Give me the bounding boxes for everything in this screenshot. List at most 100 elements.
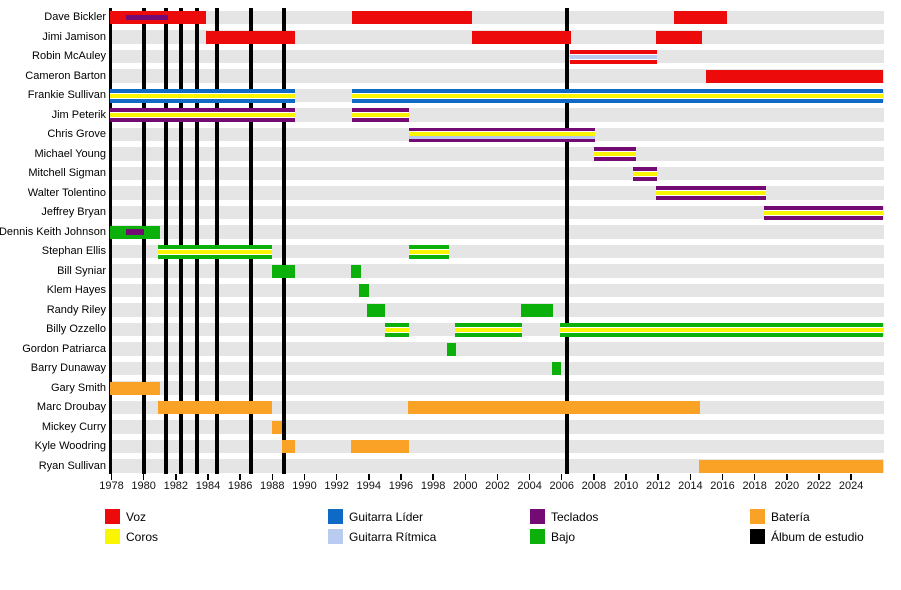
bar-stripe — [593, 152, 636, 156]
x-axis-tick — [175, 473, 177, 480]
legend-label: Bajo — [551, 530, 576, 544]
x-axis-tick — [560, 473, 563, 480]
row-band — [110, 342, 884, 356]
member-label: Jeffrey Bryan — [41, 206, 106, 218]
x-axis-tick — [818, 473, 820, 480]
bar-stripe — [158, 401, 273, 414]
bar-stripe — [158, 254, 273, 259]
legend-label: Guitarra Líder — [349, 510, 424, 524]
legend-swatch-bajo — [530, 529, 545, 544]
bar-stripe — [359, 284, 369, 297]
bar-stripe — [109, 97, 295, 99]
timeline-bar — [699, 459, 883, 473]
timeline-bar — [674, 11, 728, 24]
bar-stripe — [655, 186, 766, 190]
bar-stripe — [569, 53, 658, 55]
bar-stripe — [633, 170, 658, 172]
timeline-bar — [351, 88, 883, 103]
row-band — [110, 69, 884, 83]
x-axis-tick-label: 2010 — [613, 480, 639, 492]
member-label: Michael Young — [34, 147, 106, 160]
row-band — [110, 244, 884, 259]
member-label: Marc Droubay — [36, 401, 106, 413]
x-axis-tick — [464, 473, 466, 480]
bar-stripe — [552, 362, 561, 375]
timeline-bar — [281, 440, 295, 453]
bar-stripe — [569, 58, 658, 60]
x-axis-tick-label: 2024 — [838, 480, 864, 492]
legend-label: Batería — [771, 510, 810, 524]
x-axis-tick — [303, 473, 306, 480]
bar-stripe — [351, 93, 883, 98]
bar-stripe — [569, 49, 658, 54]
legend-swatch-voz — [105, 509, 120, 524]
timeline-bar — [764, 205, 883, 220]
bar-stripe — [454, 326, 522, 328]
member-label: Mitchell Sigman — [28, 167, 106, 179]
member-label: Klem Hayes — [46, 284, 106, 296]
row-band — [110, 166, 884, 181]
member-label: Barry Dunaway — [30, 362, 106, 374]
bar-stripe — [109, 98, 295, 103]
bar-stripe — [633, 176, 658, 181]
timeline-bar — [408, 244, 450, 259]
timeline-bar — [560, 322, 883, 337]
timeline-bar — [206, 30, 295, 44]
bar-stripe — [454, 332, 522, 337]
album-line — [141, 8, 146, 474]
bar-stripe — [633, 175, 658, 177]
bar-stripe — [384, 326, 409, 328]
timeline-bar — [109, 381, 160, 395]
bar-stripe — [351, 264, 361, 278]
member-label: Dennis Keith Johnson — [0, 225, 106, 238]
bar-stripe — [472, 30, 572, 44]
x-axis-tick-label: 2014 — [678, 480, 703, 492]
x-axis-tick-label: 2022 — [806, 480, 832, 492]
timeline-bar — [158, 244, 273, 259]
timeline-bar — [158, 401, 273, 414]
timeline-bar — [446, 342, 456, 356]
bar-stripe — [560, 322, 883, 327]
bar-stripe — [408, 253, 450, 255]
bar-stripe — [408, 244, 450, 249]
bar-substripe — [125, 14, 168, 21]
x-axis-tick — [432, 473, 434, 480]
bar-stripe — [655, 30, 702, 44]
timeline-bar — [351, 11, 473, 24]
x-axis-tick-label: 1978 — [99, 480, 124, 492]
bar-stripe — [706, 69, 883, 83]
bar-stripe — [158, 249, 273, 254]
bar-stripe — [351, 88, 883, 93]
album-line — [194, 8, 199, 474]
timeline-bar — [520, 303, 553, 317]
x-axis-tick-label: 1988 — [260, 480, 285, 492]
member-label: Randy Riley — [46, 303, 106, 316]
bar-stripe — [109, 92, 295, 94]
legend-swatch-guitarra-ritmica — [328, 529, 343, 544]
bar-stripe — [351, 113, 409, 117]
row-band — [110, 205, 884, 220]
row-band — [110, 147, 884, 161]
bar-stripe — [454, 331, 522, 333]
x-axis-tick — [239, 473, 241, 480]
bar-stripe — [569, 59, 658, 64]
timeline-bar — [408, 127, 596, 142]
bar-stripe — [109, 93, 295, 98]
row-band — [110, 10, 884, 25]
timeline-bar — [367, 303, 385, 317]
member-label: Ryan Sullivan — [38, 459, 106, 472]
x-axis-tick — [528, 473, 531, 480]
member-label: Frankie Sullivan — [27, 89, 106, 101]
row-band — [110, 439, 884, 454]
row-band — [110, 420, 884, 434]
x-axis-tick — [850, 473, 852, 480]
bar-stripe — [109, 112, 295, 113]
timeline-bar — [351, 440, 409, 453]
timeline-bar — [272, 264, 295, 278]
bar-stripe — [384, 332, 409, 337]
x-axis-tick — [721, 473, 724, 480]
bar-stripe — [281, 440, 295, 453]
x-axis-tick — [207, 473, 209, 480]
bar-stripe — [408, 130, 596, 132]
row-band — [110, 459, 884, 473]
